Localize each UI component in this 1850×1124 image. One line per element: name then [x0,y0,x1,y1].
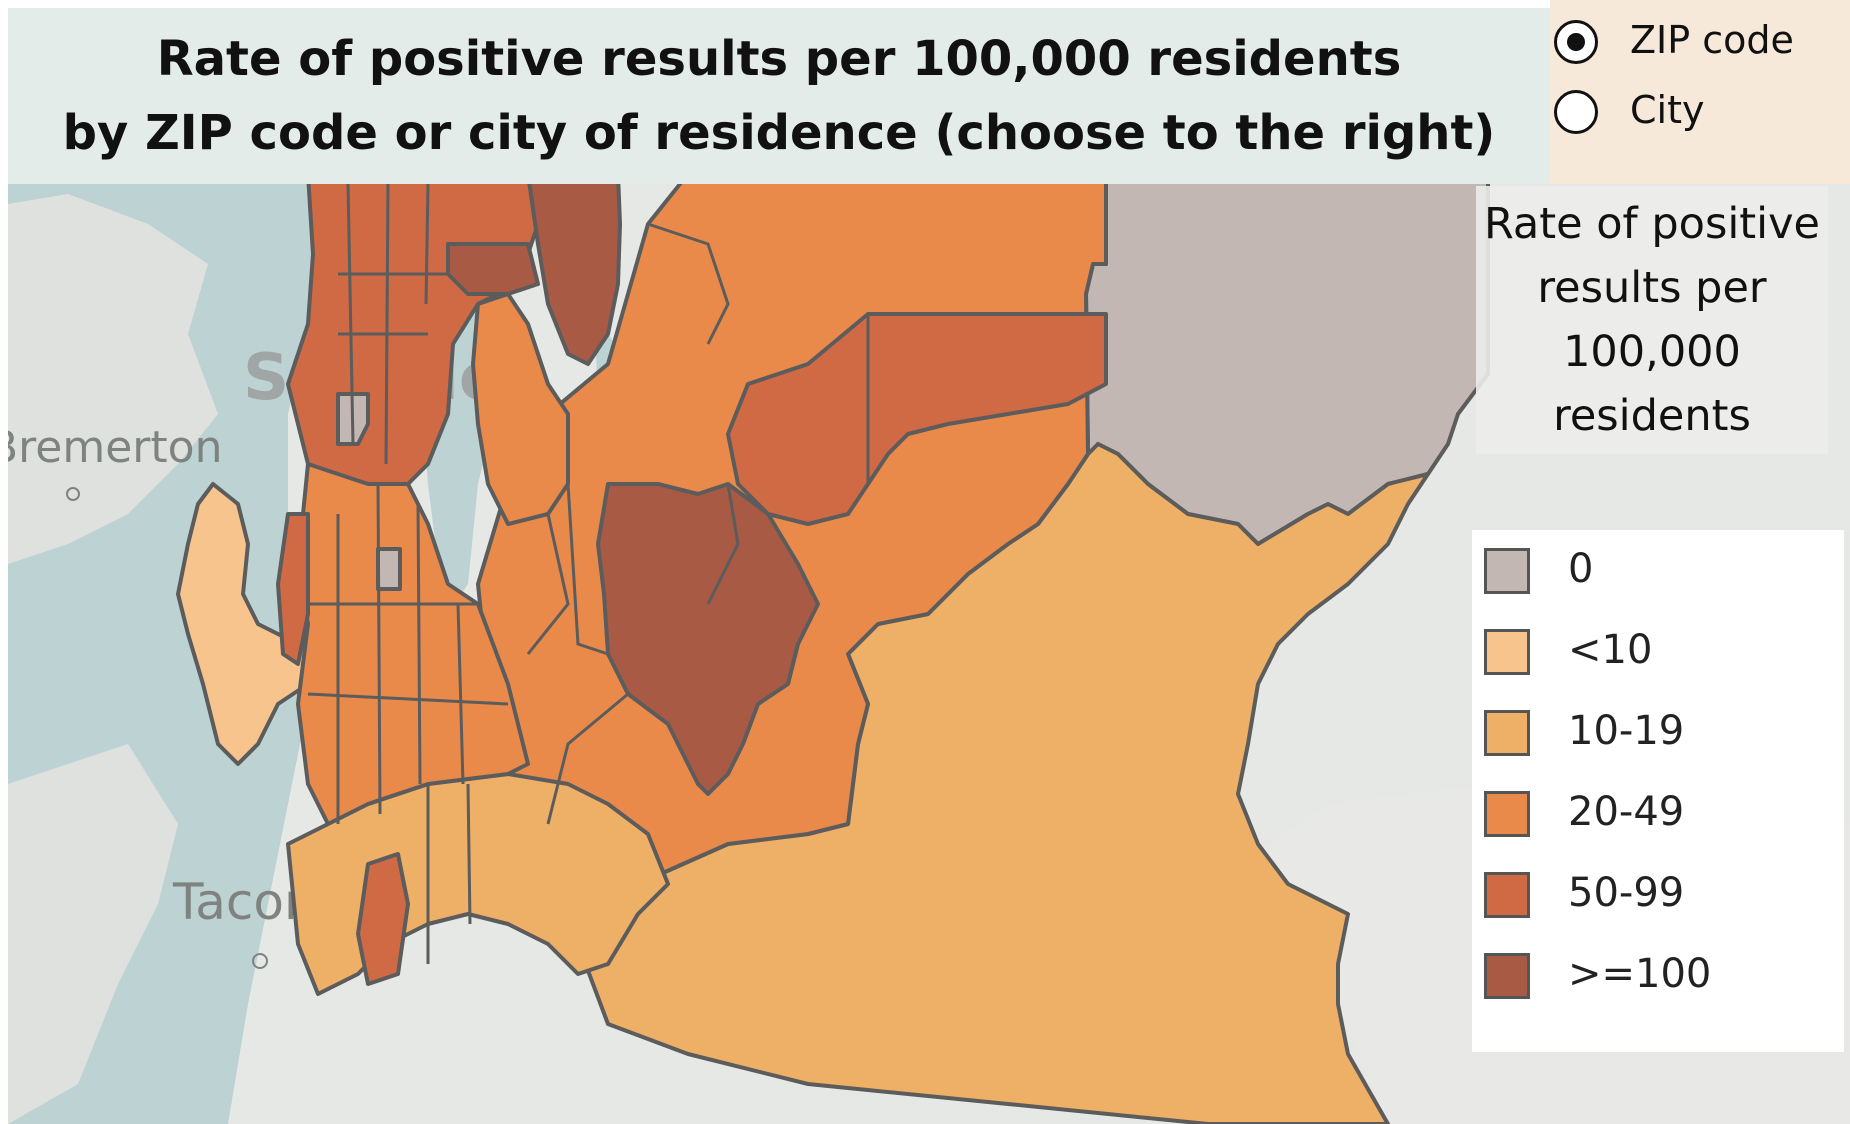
bremerton-marker [66,487,80,501]
radio-label-city: City [1630,88,1705,132]
legend-swatch [1484,710,1530,756]
legend-label: 20-49 [1568,789,1685,835]
land-kitsap [8,194,218,564]
legend-label: 10-19 [1568,708,1685,754]
tacoma-marker [252,953,268,969]
legend-item[interactable]: 0 [1484,542,1824,602]
legend-item[interactable]: <10 [1484,623,1824,683]
legend: 0 <10 10-19 20-49 50-99 >=100 [1472,530,1844,1052]
place-label-bremerton: Bremerton [8,422,222,473]
legend-swatch [1484,872,1530,918]
legend-label: >=100 [1568,951,1712,997]
radio-option-zip-code[interactable]: ZIP code [1550,12,1850,76]
title-banner: Rate of positive results per 100,000 res… [8,8,1550,184]
legend-title: Rate of positive results per 100,000 res… [1476,186,1828,454]
legend-item[interactable]: 50-99 [1484,866,1824,926]
radio-label-zip-code: ZIP code [1630,18,1794,62]
geography-toggle: ZIP code City [1550,0,1850,184]
legend-swatch [1484,548,1530,594]
radio-dot-icon [1567,33,1585,51]
title-line-1: Rate of positive results per 100,000 res… [156,31,1402,87]
legend-label: 0 [1568,546,1594,592]
legend-title-text: Rate of positive results per 100,000 res… [1483,199,1821,441]
legend-label: <10 [1568,627,1653,673]
region-south-king[interactable] [296,462,530,826]
region-bellevue[interactable] [471,292,570,526]
region-north-hotspot[interactable] [527,184,622,366]
region-central-hotspot[interactable] [596,482,820,796]
land-south [8,744,178,1124]
region-west-strip[interactable] [276,512,310,666]
legend-swatch [1484,629,1530,675]
radio-unselected-icon[interactable] [1554,90,1598,134]
radio-selected-icon[interactable] [1554,20,1598,64]
legend-label: 50-99 [1568,870,1685,916]
legend-item[interactable]: 20-49 [1484,785,1824,845]
title-line-2: by ZIP code or city of residence (choose… [62,105,1496,161]
region-vashon-island[interactable] [176,482,330,766]
legend-item[interactable]: >=100 [1484,947,1824,1007]
legend-swatch [1484,791,1530,837]
zip-boundaries [307,184,870,964]
region-zero-south[interactable] [376,547,402,591]
radio-option-city[interactable]: City [1550,82,1850,146]
legend-item[interactable]: 10-19 [1484,704,1824,764]
region-south-small[interactable] [356,852,410,986]
legend-swatch [1484,953,1530,999]
region-seattle-north[interactable] [446,242,540,296]
